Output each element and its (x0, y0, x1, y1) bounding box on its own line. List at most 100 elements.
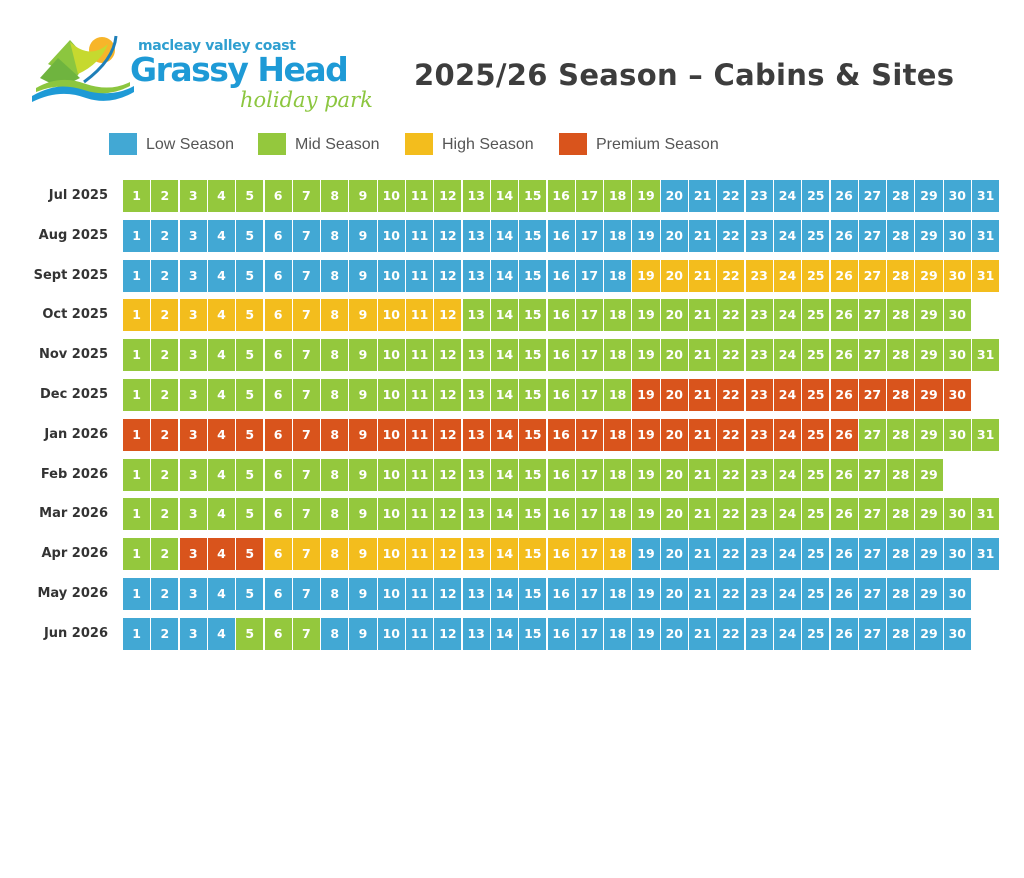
day-cell: 1 (123, 339, 151, 372)
day-cell: 25 (802, 578, 830, 610)
day-cell: 3 (179, 339, 207, 372)
day-cell: 2 (151, 418, 179, 451)
day-cell: 11 (406, 219, 434, 252)
month-label: Mar 2026 (39, 506, 108, 522)
legend-label-high: High Season (442, 136, 534, 153)
month-label: Jan 2026 (44, 426, 108, 442)
month-row: Apr 2026 1 2 3 4 5 6 7 8 9 10 11 12 13 14 15 16 17 18 19 20 2… (0, 538, 1010, 571)
day-cell: 4 (207, 498, 236, 531)
day-cell: 3 (179, 180, 207, 212)
day-cell: 31 (972, 259, 1000, 292)
day-cell: 3 (179, 379, 207, 411)
day-cell: 2 (151, 219, 179, 252)
day-cell: 8 (321, 299, 349, 332)
day-cell: 25 (802, 458, 830, 491)
legend-label-premium: Premium Season (596, 136, 719, 153)
day-cell: 4 (207, 299, 236, 332)
day-cell: 31 (972, 180, 1000, 212)
day-cell: 26 (830, 339, 858, 372)
day-cell: 30 (943, 538, 971, 571)
day-cell: 16 (547, 418, 575, 451)
day-cell: 21 (689, 617, 717, 650)
day-cell: 28 (887, 219, 915, 252)
day-cell: 25 (802, 339, 830, 372)
day-cell: 8 (321, 498, 349, 531)
day-cell: 13 (462, 299, 490, 332)
day-cell: 23 (745, 219, 773, 252)
day-cell: 6 (264, 578, 292, 610)
day-cell: 16 (547, 259, 575, 292)
day-cell: 17 (575, 180, 603, 212)
day-cell: 19 (632, 259, 660, 292)
day-cell: 28 (887, 458, 915, 491)
day-cell: 16 (547, 617, 575, 650)
day-cell: 19 (632, 379, 660, 411)
day-cell: 22 (717, 617, 745, 650)
day-cell: 24 (773, 578, 802, 610)
day-cell: 12 (434, 418, 462, 451)
day-cell: 31 (972, 538, 1000, 571)
day-cell: 23 (745, 259, 773, 292)
day-cell: 29 (915, 219, 943, 252)
day-cell: 19 (632, 617, 660, 650)
day-cell: 8 (321, 538, 349, 571)
day-cell: 10 (377, 458, 405, 491)
day-cell: 2 (151, 617, 179, 650)
day-cell: 16 (547, 498, 575, 531)
day-cell: 22 (717, 418, 745, 451)
day-cell: 2 (151, 339, 179, 372)
day-cell: 7 (292, 259, 320, 292)
day-cell: 3 (179, 299, 207, 332)
day-cell: 5 (236, 617, 264, 650)
day-cell: 23 (745, 538, 773, 571)
day-cell: 13 (462, 578, 490, 610)
day-cell: 17 (575, 339, 603, 372)
day-cell: 18 (604, 617, 632, 650)
day-cell: 20 (660, 538, 688, 571)
day-cell: 15 (519, 498, 547, 531)
day-cell: 24 (773, 458, 802, 491)
day-cell: 3 (179, 498, 207, 531)
day-cell: 23 (745, 617, 773, 650)
day-cell: 23 (745, 498, 773, 531)
day-cell: 20 (660, 617, 688, 650)
day-cell: 1 (123, 180, 151, 212)
legend-label-mid: Mid Season (295, 136, 380, 153)
day-cell: 8 (321, 578, 349, 610)
day-cell: 16 (547, 219, 575, 252)
day-cell: 19 (632, 339, 660, 372)
day-cell: 9 (349, 538, 377, 571)
day-cell: 14 (490, 458, 519, 491)
day-cell: 14 (490, 219, 519, 252)
day-cell: 3 (179, 219, 207, 252)
day-cell: 7 (292, 458, 320, 491)
month-label: Jun 2026 (43, 625, 108, 641)
day-cell: 23 (745, 339, 773, 372)
day-cell: 21 (689, 458, 717, 491)
day-cell: 9 (349, 418, 377, 451)
day-cell: 13 (462, 219, 490, 252)
day-cell: 5 (236, 578, 264, 610)
day-cell: 6 (264, 617, 292, 650)
month-row: Dec 2025 1 2 3 4 5 6 7 8 9 10 11 12 13 14 15 16 17 18 19 20 2… (0, 379, 1010, 411)
day-cell: 16 (547, 299, 575, 332)
day-cell: 10 (377, 379, 405, 411)
day-cell: 21 (689, 578, 717, 610)
day-cell: 1 (123, 219, 151, 252)
day-cell: 5 (236, 418, 264, 451)
day-cell: 4 (207, 458, 236, 491)
day-cell: 29 (915, 418, 943, 451)
day-cell: 14 (490, 339, 519, 372)
day-cell: 27 (858, 259, 886, 292)
day-cell: 6 (264, 299, 292, 332)
day-cell: 1 (123, 617, 151, 650)
day-cell: 28 (887, 418, 915, 451)
day-cell: 29 (915, 299, 943, 332)
day-cell: 20 (660, 418, 688, 451)
day-cell: 7 (292, 538, 320, 571)
day-cell: 20 (660, 379, 688, 411)
day-cell: 14 (490, 299, 519, 332)
day-cell: 25 (802, 259, 830, 292)
day-cell: 2 (151, 180, 179, 212)
day-cell: 13 (462, 538, 490, 571)
